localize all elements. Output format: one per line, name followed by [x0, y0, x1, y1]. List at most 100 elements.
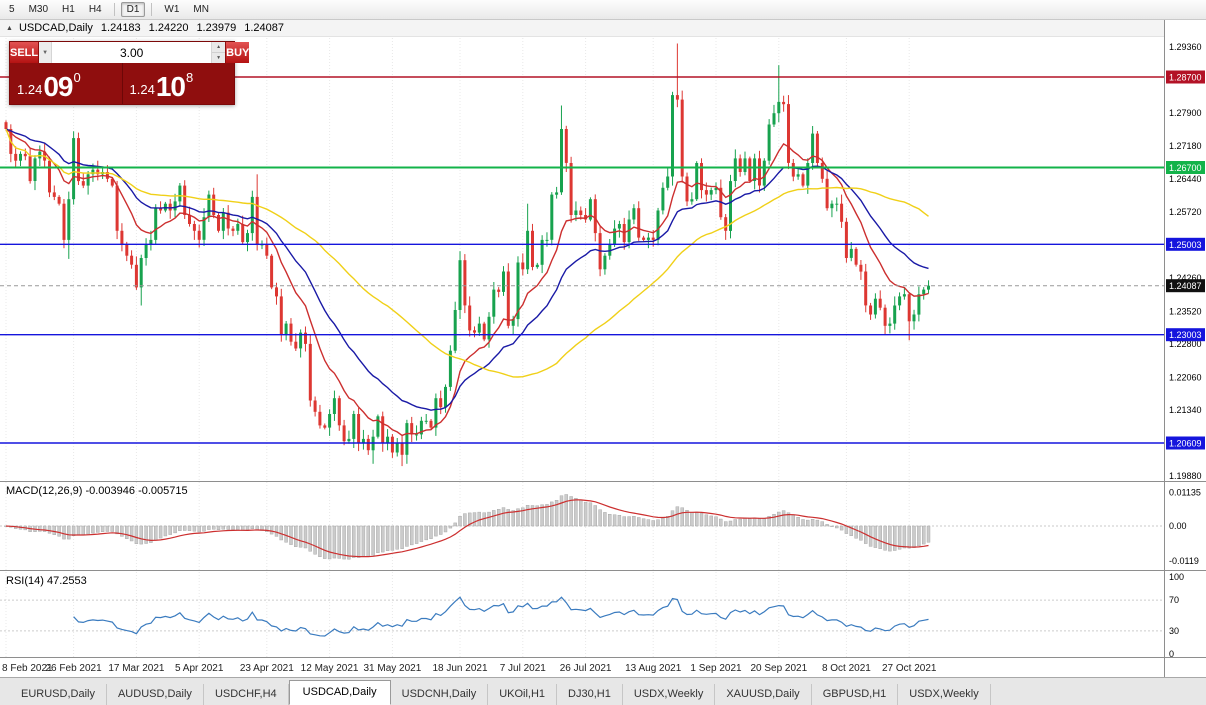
chart-tab-usdchf-h4[interactable]: USDCHF,H4 [204, 684, 289, 705]
timeframe-button-d1[interactable]: D1 [120, 2, 146, 17]
sell-big-figure: 1.24 [17, 82, 43, 97]
timeframe-button-h1[interactable]: H1 [62, 4, 75, 15]
macd-signal-line [5, 499, 929, 558]
sell-pip-fraction: 0 [73, 70, 81, 85]
timeframe-button-5[interactable]: 5 [9, 4, 15, 15]
timeframe-button-w1[interactable]: W1 [164, 4, 180, 15]
chart-tab-eurusd-daily[interactable]: EURUSD,Daily [10, 684, 107, 705]
svg-text:1.27900: 1.27900 [1169, 108, 1202, 118]
svg-text:1.25720: 1.25720 [1169, 207, 1202, 217]
one-click-trading-panel: SELL ▼ ▲ ▼ BUY 1.24 09 0 1.24 10 8 [9, 41, 250, 105]
chart-tab-usdx-weekly[interactable]: USDX,Weekly [898, 684, 991, 705]
svg-text:8 Feb 2021: 8 Feb 2021 [2, 663, 53, 674]
buy-pips: 10 [155, 71, 186, 103]
toolbar-separator [151, 3, 153, 16]
macd-title: MACD(12,26,9) -0.003946 -0.005715 [6, 485, 188, 497]
svg-text:1.27180: 1.27180 [1169, 141, 1202, 151]
quote-bar: ▲ USDCAD,Daily 1.24183 1.24220 1.23979 1… [0, 20, 1164, 37]
svg-text:1.23520: 1.23520 [1169, 306, 1202, 316]
svg-text:1 Sep 2021: 1 Sep 2021 [690, 663, 742, 674]
svg-text:0.01135: 0.01135 [1169, 488, 1201, 498]
chart-tab-usdcnh-daily[interactable]: USDCNH,Daily [391, 684, 489, 705]
svg-text:-0.0119: -0.0119 [1169, 556, 1199, 566]
moving-average-26 [5, 128, 929, 411]
svg-text:1.23003: 1.23003 [1169, 330, 1202, 340]
chart-tab-dj30-h1[interactable]: DJ30,H1 [557, 684, 623, 705]
svg-text:1.26440: 1.26440 [1169, 174, 1202, 184]
price-badge [1166, 237, 1205, 251]
svg-text:1.25003: 1.25003 [1169, 240, 1202, 250]
svg-text:27 Oct 2021: 27 Oct 2021 [882, 663, 937, 674]
svg-text:1.21340: 1.21340 [1169, 405, 1202, 415]
price-badge [1166, 161, 1205, 174]
svg-text:1.29360: 1.29360 [1169, 42, 1202, 52]
collapse-panel-icon[interactable]: ▲ [6, 24, 13, 32]
quote-high: 1.24220 [148, 22, 189, 34]
quote-close: 1.24087 [244, 22, 284, 34]
svg-text:17 Mar 2021: 17 Mar 2021 [108, 663, 165, 674]
sell-pips: 09 [43, 71, 73, 103]
volume-dropdown-icon[interactable]: ▼ [39, 42, 53, 63]
toolbar-separator [113, 3, 115, 16]
svg-text:8 Oct 2021: 8 Oct 2021 [822, 663, 871, 674]
svg-text:30: 30 [1169, 626, 1179, 636]
svg-text:1.22060: 1.22060 [1169, 372, 1202, 382]
svg-text:0: 0 [1169, 649, 1174, 659]
timeframe-button-m30[interactable]: M30 [28, 4, 49, 15]
buy-button[interactable]: BUY [226, 42, 250, 63]
svg-text:1.22800: 1.22800 [1169, 339, 1202, 349]
buy-big-figure: 1.24 [129, 82, 155, 97]
svg-text:1.24260: 1.24260 [1169, 273, 1202, 283]
svg-text:100: 100 [1169, 572, 1184, 582]
candles [4, 43, 930, 467]
svg-text:1.26700: 1.26700 [1169, 163, 1202, 173]
svg-text:20 Sep 2021: 20 Sep 2021 [750, 663, 807, 674]
svg-text:1.24087: 1.24087 [1169, 281, 1202, 291]
price-axis[interactable]: 1.29360 1.27900 1.27180 1.26440 1.25720 1.250… [1166, 42, 1205, 659]
svg-text:18 Jun 2021: 18 Jun 2021 [432, 663, 487, 674]
svg-text:5 Apr 2021: 5 Apr 2021 [175, 663, 224, 674]
svg-text:1.20609: 1.20609 [1169, 439, 1202, 449]
chart-tab-usdx-weekly[interactable]: USDX,Weekly [623, 684, 716, 705]
svg-text:13 Aug 2021: 13 Aug 2021 [625, 663, 682, 674]
svg-text:70: 70 [1169, 595, 1179, 605]
volume-up-icon[interactable]: ▲ [212, 42, 226, 53]
svg-text:0.00: 0.00 [1169, 521, 1187, 531]
price-badge [1166, 70, 1205, 84]
chart-tab-gbpusd-h1[interactable]: GBPUSD,H1 [812, 684, 899, 705]
moving-average-12 [5, 128, 929, 437]
chart-tab-xauusd-daily[interactable]: XAUUSD,Daily [715, 684, 812, 705]
chart-tab-usdcad-daily[interactable]: USDCAD,Daily [288, 680, 391, 705]
svg-text:26 Jul 2021: 26 Jul 2021 [560, 663, 612, 674]
chart-tab-ukoil-h1[interactable]: UKOil,H1 [488, 684, 558, 705]
chart-canvas[interactable]: 1.29360 1.27900 1.27180 1.26440 1.25720 1.250… [0, 20, 1206, 677]
timeframe-button-mn[interactable]: MN [193, 4, 209, 15]
chart-tab-bar: EURUSD,Daily AUDUSD,Daily USDCHF,H4 USDCAD,… [0, 677, 1206, 705]
svg-text:23 Apr 2021: 23 Apr 2021 [240, 663, 294, 674]
sell-price[interactable]: 1.24 09 0 [10, 63, 122, 104]
svg-text:12 May 2021: 12 May 2021 [301, 663, 359, 674]
rsi-title: RSI(14) 47.2553 [6, 575, 87, 587]
volume-down-icon[interactable]: ▼ [212, 53, 226, 63]
timeframe-toolbar: 5 M30 H1 H4 D1 W1 MN [0, 0, 1206, 20]
symbol-label: USDCAD,Daily [18, 22, 93, 34]
timeframe-button-h4[interactable]: H4 [88, 4, 102, 15]
svg-text:31 May 2021: 31 May 2021 [363, 663, 421, 674]
buy-price[interactable]: 1.24 10 8 [121, 63, 235, 104]
svg-text:7 Jul 2021: 7 Jul 2021 [500, 663, 547, 674]
volume-stepper: ▲ ▼ [211, 42, 226, 63]
buy-pip-fraction: 8 [185, 70, 194, 85]
rsi-line [73, 596, 929, 637]
quote-open: 1.24183 [100, 22, 141, 34]
quote-low: 1.23979 [196, 22, 237, 34]
svg-text:26 Feb 2021: 26 Feb 2021 [46, 663, 103, 674]
volume-box: ▼ ▲ ▼ [38, 42, 227, 63]
sell-button[interactable]: SELL [10, 42, 39, 63]
volume-input[interactable] [52, 42, 212, 63]
chart-tab-audusd-daily[interactable]: AUDUSD,Daily [107, 684, 204, 705]
moving-average-52 [5, 128, 929, 378]
price-badge [1166, 328, 1205, 342]
price-badge [1166, 436, 1205, 450]
